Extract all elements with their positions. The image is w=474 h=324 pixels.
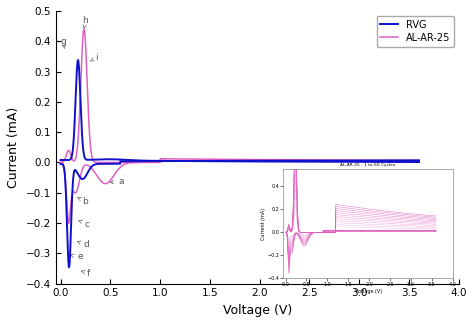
Text: h: h — [82, 16, 88, 28]
X-axis label: Voltage (V): Voltage (V) — [223, 304, 292, 317]
Text: d: d — [77, 240, 90, 249]
Text: a: a — [110, 177, 124, 186]
Y-axis label: Current (mA): Current (mA) — [7, 107, 20, 188]
Legend: RVG, AL-AR-25: RVG, AL-AR-25 — [376, 16, 454, 47]
Text: e: e — [71, 252, 82, 261]
Text: i: i — [90, 53, 98, 63]
Text: b: b — [77, 197, 88, 206]
Text: g: g — [61, 37, 66, 49]
Text: c: c — [79, 220, 90, 229]
Text: f: f — [82, 269, 90, 278]
